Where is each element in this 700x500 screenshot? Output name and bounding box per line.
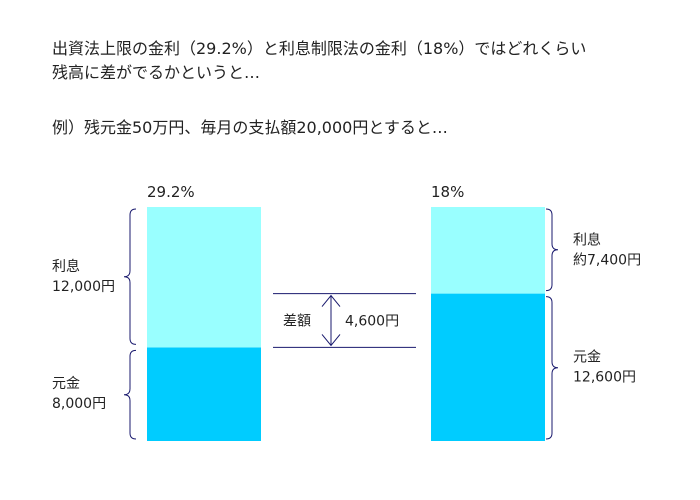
example-line: 例）残元金50万円、毎月の支払額20,000円とすると…	[52, 118, 448, 137]
bars-group	[147, 207, 545, 441]
label-principal-29-2: 元金	[52, 376, 80, 392]
intro-line-1: 出資法上限の金利（29.2%）と利息制限法の金利（18%）ではどれくらい	[52, 39, 587, 58]
difference-arrow-icon	[321, 294, 341, 347]
bar-segment-interest-1	[431, 207, 545, 294]
label-interest-18: 利息	[573, 231, 601, 248]
value-principal-29-2: 8,000円	[52, 396, 106, 412]
value-principal-18: 12,600円	[573, 369, 636, 385]
brace-principal-18	[545, 296, 559, 440]
category-label-18: 18%	[431, 183, 464, 201]
brace-principal-29-2	[123, 349, 137, 440]
difference-value: 4,600円	[345, 313, 399, 329]
value-interest-29-2: 12,000円	[52, 279, 115, 295]
brace-interest-29-2	[123, 208, 137, 345]
bar-segment-principal-1	[431, 293, 545, 441]
label-principal-18: 元金	[573, 349, 601, 365]
brace-interest-18	[545, 208, 559, 292]
intro-line-2: 残高に差がでるかというと…	[52, 63, 261, 82]
bar-segment-interest-0	[147, 207, 261, 348]
braces-group	[123, 208, 559, 440]
value-interest-18: 約7,400円	[573, 252, 641, 268]
bar-segment-principal-0	[147, 347, 261, 441]
label-interest-29-2: 利息	[52, 258, 80, 275]
difference-label: 差額	[283, 313, 311, 329]
category-label-29-2: 29.2%	[147, 183, 195, 201]
